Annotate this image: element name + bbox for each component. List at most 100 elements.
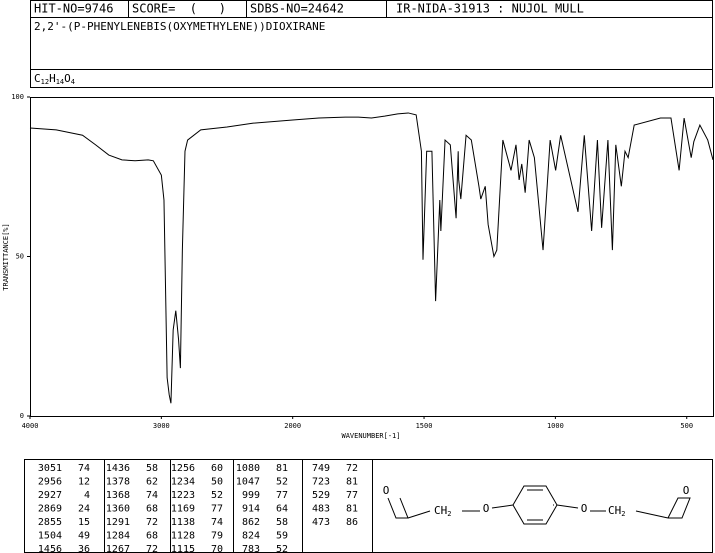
peak-transmittance: 72 [146, 544, 158, 553]
peak-transmittance: 62 [146, 477, 158, 488]
spectrum-line [29, 112, 714, 404]
hit-no: HIT-NO=9746 [34, 2, 113, 16]
bond [556, 504, 579, 509]
y-tick-label: 100 [11, 93, 24, 101]
peak-wavenumber: 749 [312, 463, 330, 474]
epoxide-right [667, 497, 691, 519]
peak-wavenumber: 529 [312, 490, 330, 501]
peak-transmittance: 58 [146, 463, 158, 474]
x-tick-label: 4000 [22, 422, 39, 430]
peak-wavenumber: 1267 [106, 544, 130, 553]
atom-label: CH2 [434, 504, 451, 518]
formula-element: C [34, 72, 41, 85]
peak-wavenumber: 2869 [38, 504, 62, 515]
atom-subscript: 2 [621, 510, 625, 518]
peak-transmittance: 70 [211, 544, 223, 553]
peak-wavenumber: 473 [312, 517, 330, 528]
peak-transmittance: 77 [276, 490, 288, 501]
peak-wavenumber: 914 [242, 504, 260, 515]
peak-wavenumber: 1128 [171, 531, 195, 542]
y-tick-label: 50 [16, 253, 24, 261]
peak-wavenumber: 1378 [106, 477, 130, 488]
bond [635, 510, 669, 519]
peak-transmittance: 74 [211, 517, 223, 528]
peak-wavenumber: 2956 [38, 477, 62, 488]
peak-transmittance: 36 [78, 544, 90, 553]
peak-wavenumber: 824 [242, 531, 260, 542]
atom-label: O [581, 502, 588, 515]
peak-wavenumber: 483 [312, 504, 330, 515]
peak-transmittance: 68 [146, 504, 158, 515]
peak-transmittance: 81 [276, 463, 288, 474]
formula-subscript: 4 [71, 78, 75, 86]
formula-box [30, 69, 713, 88]
peak-wavenumber: 1256 [171, 463, 195, 474]
peak-transmittance: 4 [84, 490, 90, 501]
peak-wavenumber: 3051 [38, 463, 62, 474]
y-tick-label: 0 [20, 412, 24, 420]
peak-wavenumber: 1138 [171, 517, 195, 528]
atom-label: CH [434, 504, 447, 517]
peak-transmittance: 74 [146, 490, 158, 501]
peak-transmittance: 58 [276, 517, 288, 528]
peak-wavenumber: 1368 [106, 490, 130, 501]
peak-wavenumber: 1047 [236, 477, 260, 488]
peak-wavenumber: 2855 [38, 517, 62, 528]
x-axis-label: WAVENUMBER[-1] [341, 432, 400, 440]
atom-label: CH2 [608, 504, 625, 518]
structure [387, 485, 691, 525]
peak-wavenumber: 723 [312, 477, 330, 488]
peak-wavenumber: 1234 [171, 477, 195, 488]
peak-wavenumber: 1291 [106, 517, 130, 528]
formula: C12H14O4 [34, 72, 75, 86]
sdbs-no: SDBS-NO=24642 [250, 2, 344, 16]
peak-transmittance: 81 [346, 477, 358, 488]
method: IR-NIDA-31913 : NUJOL MULL [396, 2, 584, 16]
peak-transmittance: 81 [346, 504, 358, 515]
peak-wavenumber: 1360 [106, 504, 130, 515]
peak-transmittance: 72 [146, 517, 158, 528]
x-tick-label: 3000 [153, 422, 170, 430]
compound-name: 2,2'-(P-PHENYLENEBIS(OXYMETHYLENE))DIOXI… [34, 20, 325, 33]
peak-transmittance: 64 [276, 504, 288, 515]
peak-wavenumber: 783 [242, 544, 260, 553]
peak-transmittance: 50 [211, 477, 223, 488]
peak-wavenumber: 2927 [38, 490, 62, 501]
epoxide-left [387, 497, 409, 519]
peak-wavenumber: 1284 [106, 531, 130, 542]
formula-element: H [49, 72, 56, 85]
x-tick-label: 2000 [284, 422, 301, 430]
peak-transmittance: 60 [211, 463, 223, 474]
bond [491, 504, 514, 509]
atom-label: O [683, 484, 690, 497]
peak-wavenumber: 1223 [171, 490, 195, 501]
atom-label: O [483, 502, 490, 515]
formula-element: O [64, 72, 71, 85]
peak-transmittance: 24 [78, 504, 90, 515]
peak-wavenumber: 999 [242, 490, 260, 501]
bond [407, 510, 431, 519]
atom-label: O [383, 484, 390, 497]
formula-subscript: 14 [56, 78, 64, 86]
peak-transmittance: 52 [276, 544, 288, 553]
peak-transmittance: 77 [346, 490, 358, 501]
peak-transmittance: 15 [78, 517, 90, 528]
x-tick-label: 1500 [416, 422, 433, 430]
benzene [512, 485, 558, 525]
peak-wavenumber: 862 [242, 517, 260, 528]
peak-transmittance: 12 [78, 477, 90, 488]
plot-frame [30, 97, 714, 417]
formula-subscript: 12 [41, 78, 49, 86]
peak-transmittance: 74 [78, 463, 90, 474]
y-axis-label: TRANSMITTANCE[%] [2, 223, 10, 290]
atom-label: CH [608, 504, 621, 517]
peak-transmittance: 72 [346, 463, 358, 474]
peak-wavenumber: 1456 [38, 544, 62, 553]
x-tick-label: 1000 [547, 422, 564, 430]
atom-subscript: 2 [447, 510, 451, 518]
peak-transmittance: 79 [211, 531, 223, 542]
score: SCORE= ( ) [132, 2, 226, 16]
x-tick-label: 500 [680, 422, 693, 430]
peak-transmittance: 77 [211, 504, 223, 515]
